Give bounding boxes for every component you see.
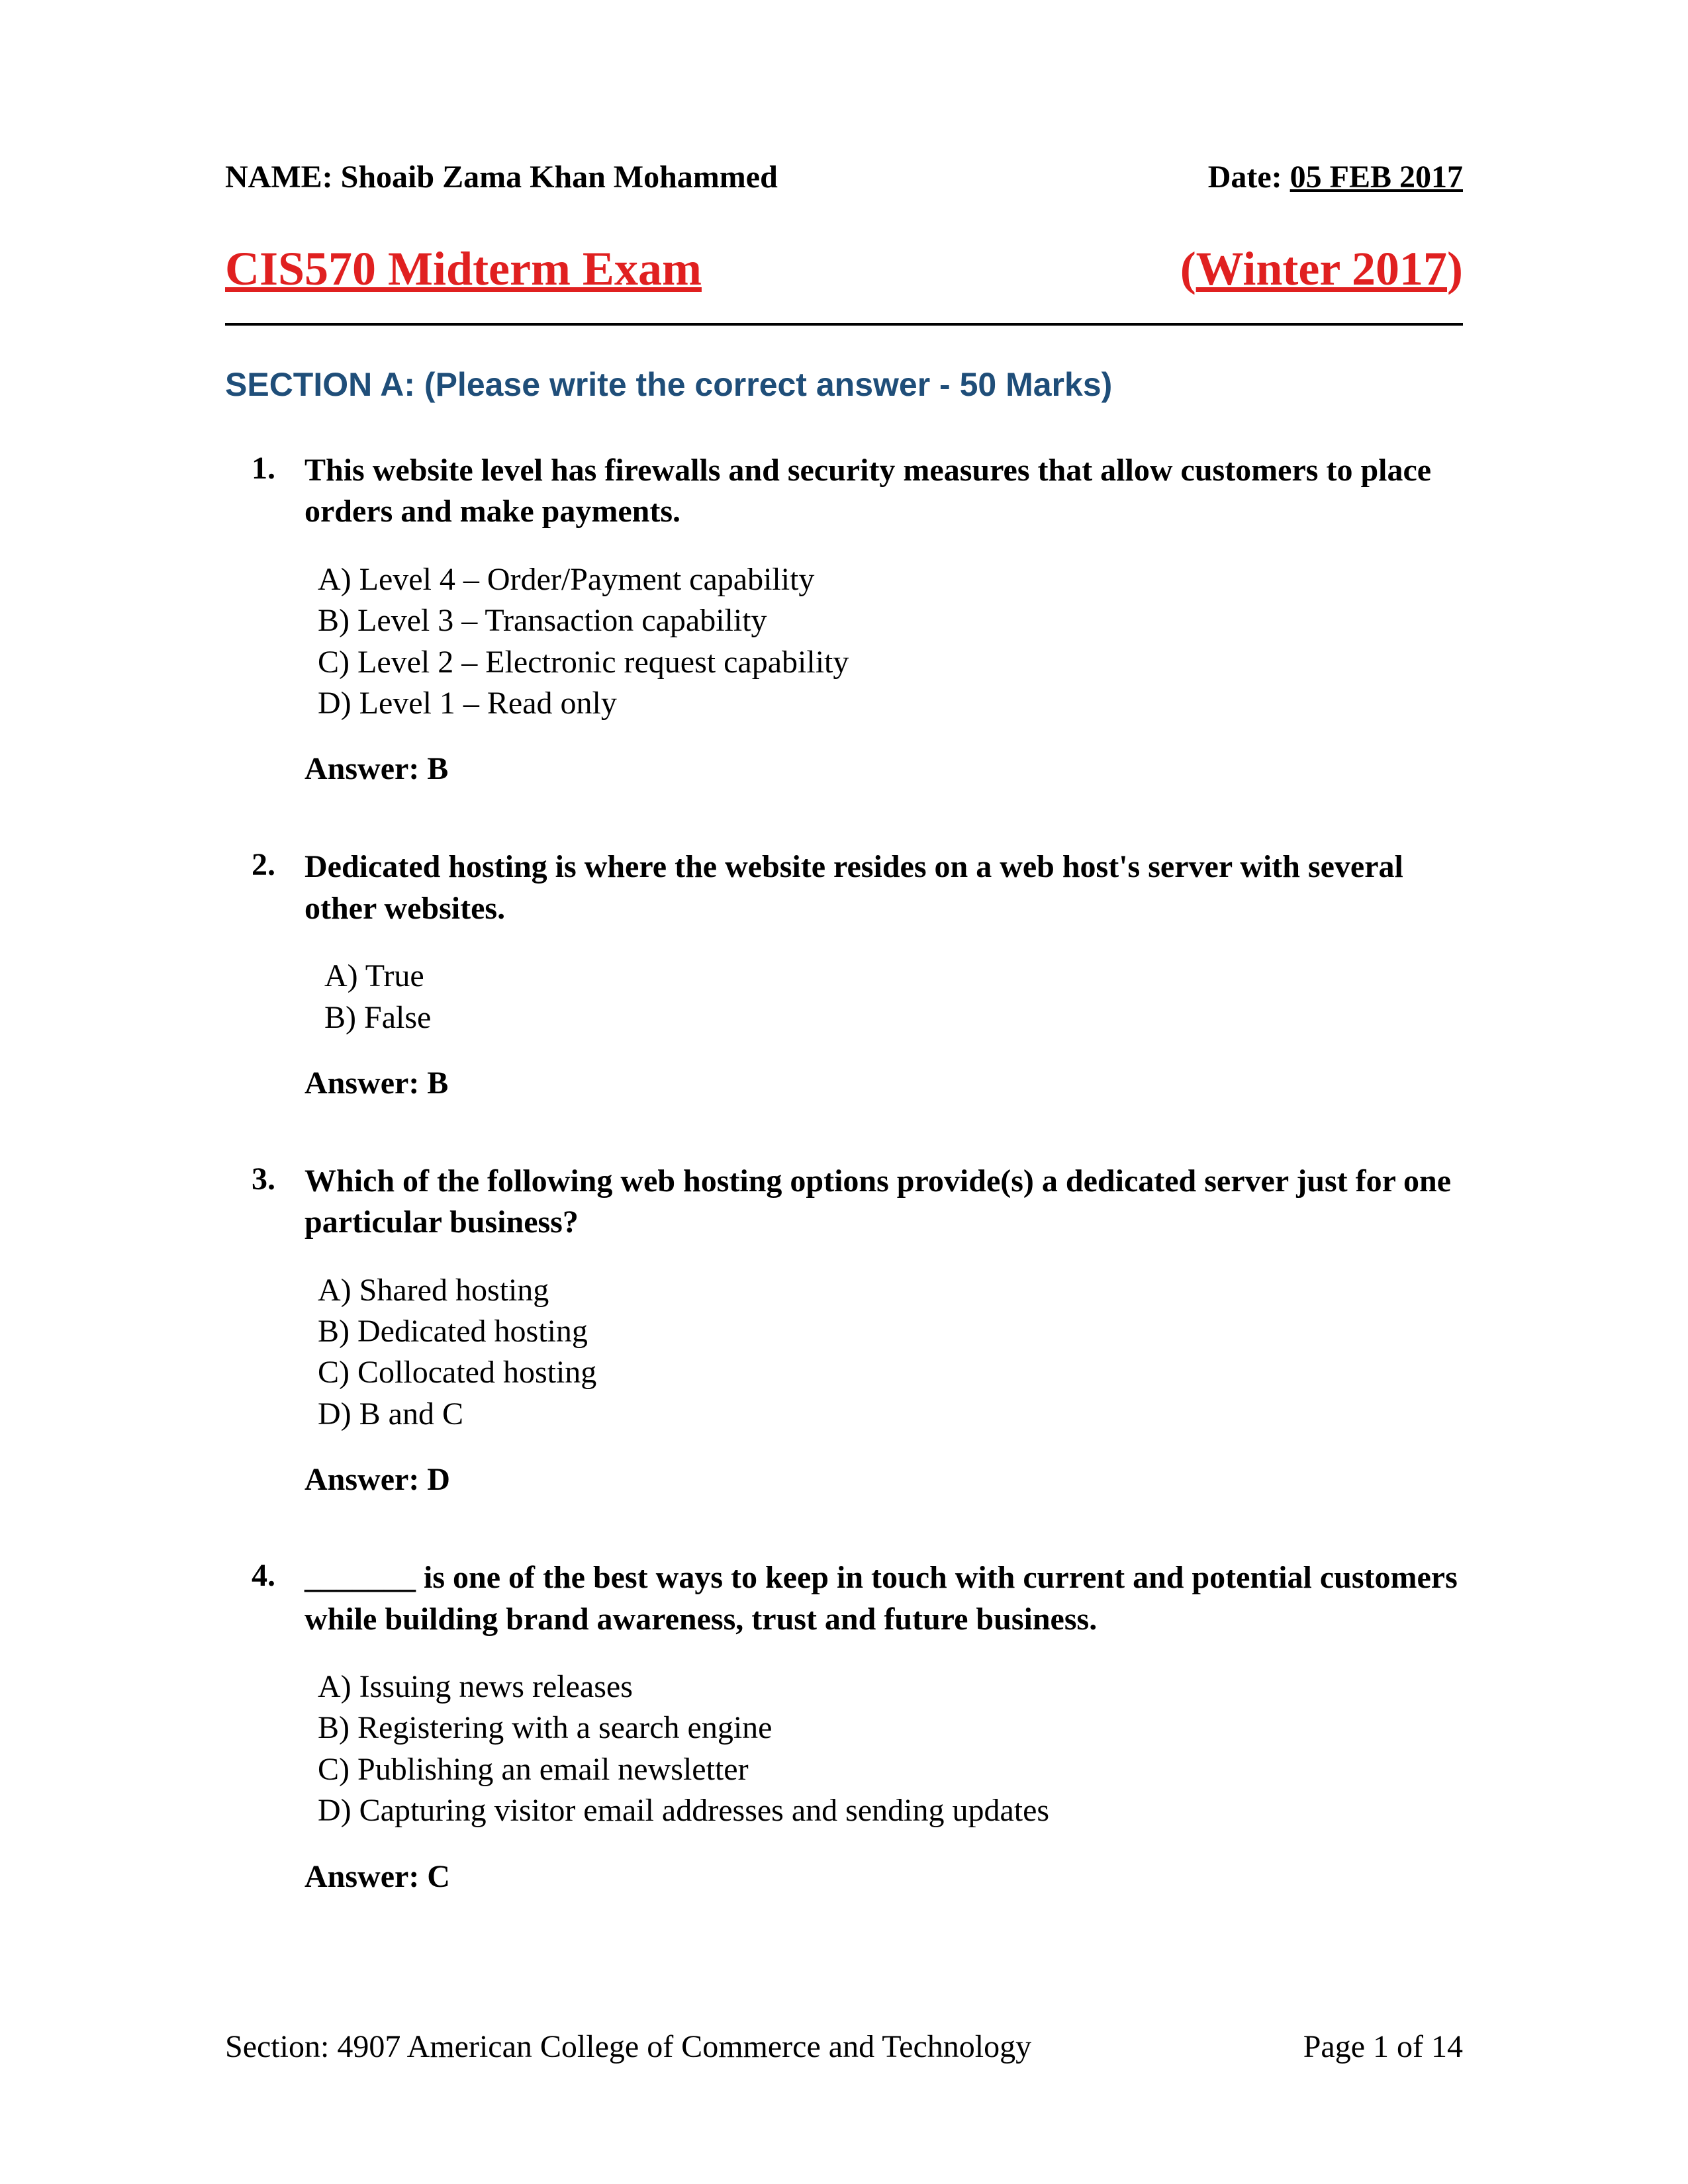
choice-a: A) True: [324, 956, 1463, 997]
footer-left: Section: 4907 American College of Commer…: [225, 2028, 1031, 2065]
choice-d: D) B and C: [318, 1394, 1463, 1435]
answer-prefix: Answer:: [305, 751, 427, 786]
term-open: (: [1180, 242, 1196, 295]
question-row: 1. This website level has firewalls and …: [252, 450, 1463, 533]
exam-term: (Winter 2017): [1180, 242, 1463, 296]
choice-c: C) Publishing an email newsletter: [318, 1749, 1463, 1790]
name-label: NAME:: [225, 159, 341, 195]
answer-row: Answer: B: [305, 751, 1463, 787]
choice-a: A) Level 4 – Order/Payment capability: [318, 559, 1463, 600]
question-number: 3.: [252, 1161, 305, 1244]
choices: A) Shared hosting B) Dedicated hosting C…: [318, 1270, 1463, 1435]
choice-a: A) Shared hosting: [318, 1270, 1463, 1311]
answer-prefix: Answer:: [305, 1462, 427, 1497]
header-row: NAME: Shoaib Zama Khan Mohammed Date: 05…: [225, 159, 1463, 195]
date-label: Date:: [1208, 159, 1290, 195]
question-number: 4.: [252, 1557, 305, 1640]
question-text: Which of the following web hosting optio…: [305, 1161, 1463, 1244]
choice-b: B) Level 3 – Transaction capability: [318, 600, 1463, 641]
choices: A) Issuing news releases B) Registering …: [318, 1666, 1463, 1832]
term-close: ): [1447, 242, 1463, 295]
page-footer: Section: 4907 American College of Commer…: [225, 2028, 1463, 2065]
question-text: Dedicated hosting is where the website r…: [305, 846, 1463, 929]
question-number: 1.: [252, 450, 305, 533]
date-value: 05 FEB 2017: [1290, 159, 1463, 195]
title-row: CIS570 Midterm Exam (Winter 2017): [225, 242, 1463, 296]
choice-c: C) Collocated hosting: [318, 1352, 1463, 1393]
name-value: Shoaib Zama Khan Mohammed: [341, 159, 778, 195]
question-4: 4. _______ is one of the best ways to ke…: [252, 1557, 1463, 1894]
answer-row: Answer: B: [305, 1065, 1463, 1101]
footer-right: Page 1 of 14: [1303, 2028, 1463, 2065]
question-row: 4. _______ is one of the best ways to ke…: [252, 1557, 1463, 1640]
horizontal-rule: [225, 323, 1463, 326]
choices: A) True B) False: [324, 956, 1463, 1038]
answer-value: C: [427, 1859, 450, 1894]
question-3: 3. Which of the following web hosting op…: [252, 1161, 1463, 1498]
question-number: 2.: [252, 846, 305, 929]
choice-a: A) Issuing news releases: [318, 1666, 1463, 1707]
answer-prefix: Answer:: [305, 1066, 427, 1101]
choice-d: D) Level 1 – Read only: [318, 683, 1463, 724]
answer-prefix: Answer:: [305, 1859, 427, 1894]
question-text: This website level has firewalls and sec…: [305, 450, 1463, 533]
question-text: _______ is one of the best ways to keep …: [305, 1557, 1463, 1640]
page-content: NAME: Shoaib Zama Khan Mohammed Date: 05…: [0, 0, 1688, 1895]
question-row: 2. Dedicated hosting is where the websit…: [252, 846, 1463, 929]
name-cell: NAME: Shoaib Zama Khan Mohammed: [225, 159, 778, 195]
question-1: 1. This website level has firewalls and …: [252, 450, 1463, 787]
choice-b: B) False: [324, 997, 1463, 1038]
term-text: Winter 2017: [1196, 242, 1447, 295]
answer-value: B: [427, 751, 448, 786]
answer-row: Answer: C: [305, 1858, 1463, 1895]
question-2: 2. Dedicated hosting is where the websit…: [252, 846, 1463, 1101]
choice-c: C) Level 2 – Electronic request capabili…: [318, 642, 1463, 683]
question-row: 3. Which of the following web hosting op…: [252, 1161, 1463, 1244]
section-heading: SECTION A: (Please write the correct ans…: [225, 365, 1463, 404]
choice-d: D) Capturing visitor email addresses and…: [318, 1790, 1463, 1831]
choice-b: B) Registering with a search engine: [318, 1707, 1463, 1749]
answer-value: B: [427, 1066, 448, 1101]
choices: A) Level 4 – Order/Payment capability B)…: [318, 559, 1463, 725]
exam-title: CIS570 Midterm Exam: [225, 242, 702, 296]
questions-list: 1. This website level has firewalls and …: [225, 450, 1463, 1895]
choice-b: B) Dedicated hosting: [318, 1311, 1463, 1352]
date-cell: Date: 05 FEB 2017: [1208, 159, 1463, 195]
answer-row: Answer: D: [305, 1461, 1463, 1498]
answer-value: D: [427, 1462, 450, 1497]
